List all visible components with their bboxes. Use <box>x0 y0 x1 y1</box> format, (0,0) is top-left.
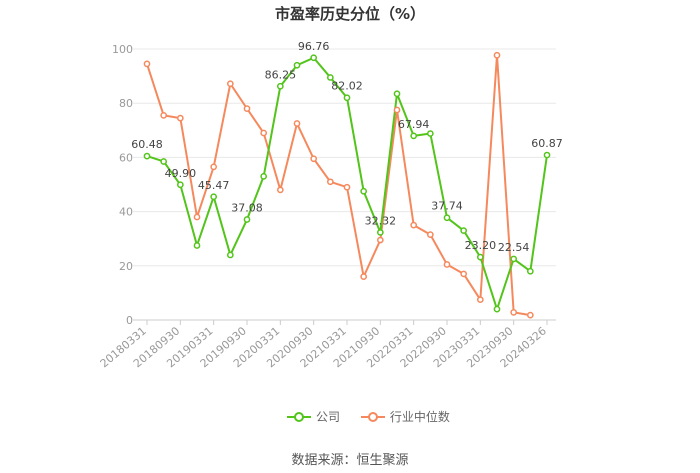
industry-point <box>276 186 284 194</box>
industry-point <box>393 106 401 114</box>
company-point <box>176 181 184 189</box>
data-label: 96.76 <box>298 40 330 53</box>
industry-point <box>243 105 251 112</box>
y-tick-label: 100 <box>112 43 133 56</box>
industry-point <box>460 270 468 278</box>
legend-item-company[interactable]: 公司 <box>286 408 340 425</box>
company-point <box>360 187 368 195</box>
legend: 公司 行业中位数 <box>286 408 450 426</box>
industry-point <box>260 129 268 137</box>
industry-point <box>476 296 484 304</box>
company-point <box>226 251 234 259</box>
data-label: 82.02 <box>331 80 363 93</box>
industry-point <box>426 231 434 238</box>
company-point <box>476 253 484 261</box>
data-label: 37.08 <box>231 202 263 215</box>
company-point <box>160 158 168 165</box>
industry-point <box>226 80 234 88</box>
company-point <box>510 255 518 263</box>
data-label: 22.54 <box>498 241 530 254</box>
company-point <box>543 151 551 159</box>
company-point <box>443 214 451 222</box>
industry-point <box>176 114 184 122</box>
company-point <box>193 242 201 249</box>
legend-industry-label: 行业中位数 <box>389 410 450 424</box>
company-point <box>526 267 534 275</box>
source-note: 数据来源：恒生聚源 <box>291 453 409 468</box>
y-tick-label: 40 <box>119 206 133 219</box>
data-points <box>143 51 551 319</box>
legend-industry-marker <box>360 411 385 422</box>
legend-item-industry[interactable]: 行业中位数 <box>360 408 450 425</box>
company-point <box>493 305 501 313</box>
industry-point <box>143 60 151 68</box>
y-tick-label: 0 <box>126 314 133 327</box>
company-point <box>243 216 251 223</box>
industry-point <box>210 163 218 171</box>
industry-point <box>360 273 368 280</box>
data-label: 23.20 <box>465 239 497 252</box>
company-point <box>293 61 301 69</box>
company-point <box>326 74 334 81</box>
industry-point <box>293 120 301 127</box>
industry-point <box>526 311 534 319</box>
industry-point <box>376 236 384 244</box>
company-point <box>310 54 318 62</box>
data-label: 60.48 <box>131 138 163 151</box>
industry-point <box>343 183 351 191</box>
industry-line <box>146 54 531 317</box>
data-label: 37.74 <box>431 200 463 213</box>
industry-point <box>410 221 418 229</box>
y-tick-label: 20 <box>119 260 133 273</box>
company-point <box>260 173 268 180</box>
company-point <box>343 94 351 102</box>
data-label: 60.87 <box>531 137 563 150</box>
industry-point <box>510 309 518 316</box>
industry-point <box>326 178 334 186</box>
chart-title: 市盈率历史分位（%） <box>274 5 426 23</box>
y-tick-label: 80 <box>119 97 133 110</box>
industry-point <box>160 112 168 119</box>
legend-company-marker <box>287 411 311 422</box>
y-tick-label: 60 <box>119 151 133 164</box>
company-point <box>376 229 384 236</box>
industry-point <box>193 213 201 221</box>
data-label: 49.90 <box>165 167 197 180</box>
company-point <box>393 90 401 98</box>
industry-point <box>443 261 451 268</box>
data-label: 45.47 <box>198 179 230 192</box>
grid-lines <box>133 48 556 267</box>
company-point <box>410 132 418 140</box>
company-point <box>460 227 468 234</box>
company-point <box>426 130 434 137</box>
company-point <box>210 193 218 201</box>
company-point <box>276 82 284 90</box>
legend-company-label: 公司 <box>316 410 341 424</box>
data-label: 86.25 <box>265 68 297 81</box>
data-label: 32.32 <box>365 214 397 227</box>
industry-point <box>493 51 501 59</box>
industry-point <box>310 155 318 163</box>
company-point <box>143 152 151 160</box>
data-label: 67.94 <box>398 118 430 131</box>
